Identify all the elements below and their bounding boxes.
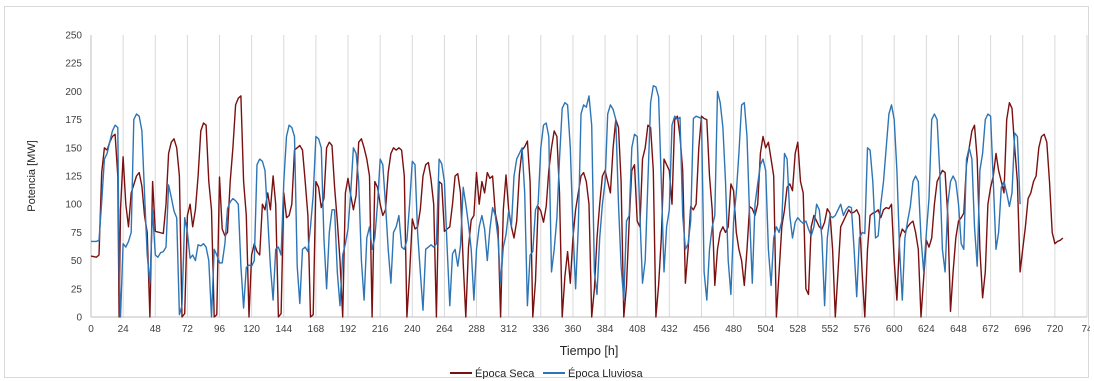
y-tick-label: 250 [65, 31, 82, 42]
x-tick-label: 0 [88, 324, 94, 335]
x-tick-label: 528 [789, 324, 806, 335]
x-tick-label: 168 [308, 324, 325, 335]
y-tick-label: 175 [65, 115, 82, 126]
legend: Época Seca Época Lluviosa [450, 367, 643, 379]
x-tick-label: 552 [822, 324, 839, 335]
x-tick-label: 408 [629, 324, 646, 335]
y-tick-label: 75 [71, 228, 83, 239]
x-tick-label: 72 [182, 324, 194, 335]
x-tick-label: 144 [275, 324, 292, 335]
x-tick-label: 74 [1081, 324, 1090, 335]
x-tick-label: 96 [214, 324, 226, 335]
y-tick-label: 225 [65, 59, 82, 70]
x-tick-label: 432 [661, 324, 678, 335]
x-tick-label: 600 [886, 324, 903, 335]
chart-frame: 0 24 48 72 96 120 144 168 192 216 240 264 288 312 336 3… [4, 6, 1090, 380]
x-tick-label: 480 [725, 324, 742, 335]
x-tick-label: 24 [118, 324, 130, 335]
x-tick-label: 648 [950, 324, 967, 335]
series-lines [90, 85, 1064, 318]
x-tick-label: 120 [243, 324, 260, 335]
x-tick-label: 384 [597, 324, 614, 335]
y-tick-label: 150 [65, 143, 82, 154]
series-line-epoca-seca [90, 95, 1064, 318]
x-tick-label: 312 [500, 324, 517, 335]
x-tick-label: 696 [1014, 324, 1031, 335]
y-tick-label: 100 [65, 200, 82, 211]
x-tick-label: 456 [693, 324, 710, 335]
x-tick-label: 288 [468, 324, 485, 335]
x-tick-label: 672 [982, 324, 999, 335]
y-tick-label: 25 [71, 284, 83, 295]
y-tick-label: 200 [65, 87, 82, 98]
x-tick-label: 360 [565, 324, 582, 335]
y-axis-title: Potencia [MW] [26, 140, 38, 212]
x-tick-label: 240 [404, 324, 421, 335]
legend-label-epoca-lluviosa: Época Lluviosa [568, 367, 643, 379]
x-tick-label: 48 [150, 324, 162, 335]
y-tick-label: 50 [71, 256, 83, 267]
x-tick-label: 576 [854, 324, 871, 335]
legend-label-epoca-seca: Época Seca [475, 367, 535, 379]
x-tick-label: 504 [757, 324, 774, 335]
x-tick-label: 336 [532, 324, 549, 335]
tick-labels: 0 24 48 72 96 120 144 168 192 216 240 264 288 312 336 3… [65, 31, 1090, 336]
x-tick-label: 192 [340, 324, 357, 335]
x-tick-label: 216 [372, 324, 389, 335]
x-tick-label: 720 [1047, 324, 1064, 335]
x-tick-label: 264 [436, 324, 453, 335]
x-axis-title: Tiempo [h] [560, 344, 619, 358]
chart-canvas: 0 24 48 72 96 120 144 168 192 216 240 264 288 312 336 3… [26, 31, 1090, 380]
series-line-epoca-lluviosa [91, 85, 1021, 318]
y-tick-label: 125 [65, 172, 82, 183]
y-tick-label: 0 [76, 313, 82, 324]
x-tick-label: 624 [918, 324, 935, 335]
axes [90, 35, 1087, 318]
